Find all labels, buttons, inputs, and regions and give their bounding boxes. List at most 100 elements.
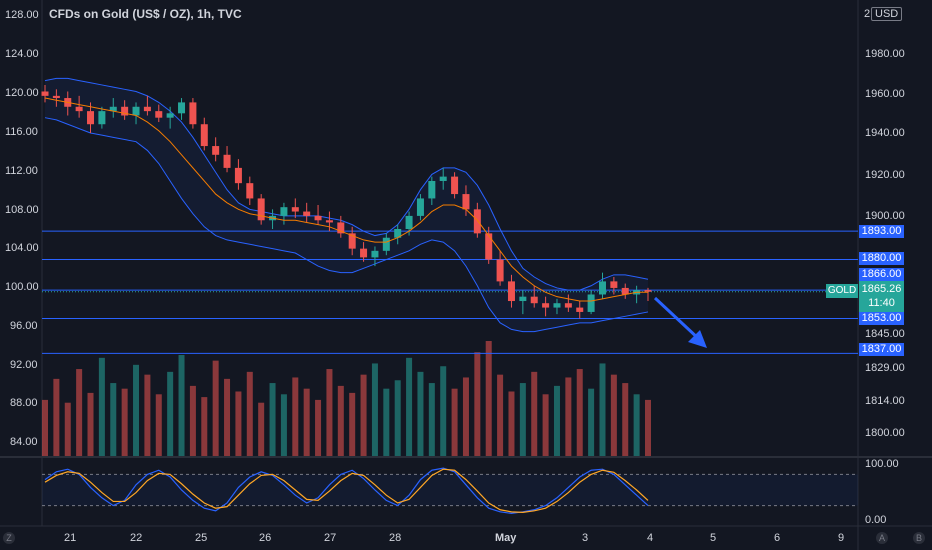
candle-body [41,91,49,96]
candle-body [485,233,493,260]
candle-body [280,207,288,216]
left-axis-label: 92.00 [10,359,38,371]
volume-bar [144,374,151,456]
right-axis-label: 1845.00 [865,328,905,340]
time-axis-label: 3 [582,532,589,544]
volume-bar [167,371,174,456]
hline-price-tag[interactable]: 1866.00 [859,268,904,281]
volume-bar [428,383,435,456]
volume-bar [303,388,310,456]
oscillator-axis-label: 100.00 [865,458,899,470]
hline-price-tag[interactable]: 1893.00 [859,225,904,238]
symbol-tag: GOLD [826,284,858,298]
volume-bar [212,360,219,456]
right-axis-label: 1814.00 [865,395,905,407]
right-axis-label: 1920.00 [865,169,905,181]
volume-bar [98,357,105,456]
time-axis-label: May [495,532,517,544]
candle-body [132,106,140,116]
zoom-reset-button[interactable]: Z [3,532,15,544]
bollinger-lower-line [44,117,649,333]
volume-bar [633,394,640,456]
candle-body [314,215,322,221]
hline-price-tag[interactable]: 1837.00 [859,343,904,356]
volume-bar [269,383,276,456]
time-axis-label: 26 [259,532,272,544]
candle-body [234,167,242,184]
candle-body [212,146,220,155]
current-price-tag: 1865.26 11:40 [859,281,904,312]
candle-body [52,95,60,99]
volume-bar [542,394,549,456]
volume-bar [349,392,356,456]
volume-bar [417,371,424,456]
bollinger-fill [45,78,648,332]
left-axis-label: 128.00 [5,9,39,21]
candle-body [178,102,186,114]
volume-bar [178,355,185,456]
volume-bar [474,352,481,456]
volume-bar [394,380,401,456]
right-axis-label: 1800.00 [865,427,905,439]
volume-bar [497,374,504,456]
candle-body [530,296,538,304]
volume-bar [280,394,287,456]
volume-bar [110,383,117,456]
candle-body [473,209,481,234]
volume-bar [326,369,333,456]
hline-price-tag[interactable]: 1853.00 [859,312,904,325]
candle-body [519,296,527,302]
currency-selector[interactable]: USD [871,7,903,21]
moving-average-line [44,97,648,302]
volume-bar [53,378,60,456]
volume-bar [189,385,196,456]
time-axis-label: 6 [774,532,781,544]
time-axis-label: 5 [710,532,717,544]
time-axis-label: 4 [647,532,654,544]
volume-bar [121,388,128,456]
currency-prefix: 2 [864,8,871,20]
time-axis-label: 9 [838,532,845,544]
forecast-arrow-line [653,296,702,342]
volume-bar [440,366,447,456]
volume-bar [588,388,595,456]
volume-bar [599,363,606,456]
candle-body [416,198,424,216]
candle-body [553,303,561,308]
log-scale-button[interactable]: B [913,532,925,544]
volume-bar [155,394,162,456]
auto-scale-button[interactable]: A [876,532,888,544]
candle-body [109,106,117,112]
left-axis-label: 100.00 [5,281,39,293]
volume-bar [485,341,492,456]
volume-bar [76,369,83,456]
volume-bar [235,391,242,456]
candle-body [621,287,629,295]
volume-bar [87,392,94,456]
left-axis-label: 112.00 [5,165,38,177]
right-axis-label: 1980.00 [865,48,905,60]
candle-body [405,215,413,229]
candle-body [98,111,106,125]
volume-bar [622,383,629,456]
volume-bar [224,378,231,456]
left-axis-label: 84.00 [10,436,38,448]
right-axis-label: 1829.00 [865,362,905,374]
current-price: 1865.26 [861,283,902,295]
candle-body [291,207,299,212]
chart-title: CFDs on Gold (US$ / OZ), 1h, TVC [49,7,242,21]
hline-price-tag[interactable]: 1880.00 [859,252,904,265]
right-axis-label: 1960.00 [865,88,905,100]
candle-body [303,211,311,216]
candle-body [496,259,504,282]
time-axis-label: 21 [64,532,77,544]
volume-bar [371,363,378,456]
candle-body [325,220,333,223]
candle-body [143,106,151,112]
volume-bar [337,385,344,456]
volume-bar [553,385,560,456]
candle-body [360,248,368,258]
left-axis-label: 120.00 [5,87,39,99]
oscillator-axis-label: 0.00 [865,514,887,526]
